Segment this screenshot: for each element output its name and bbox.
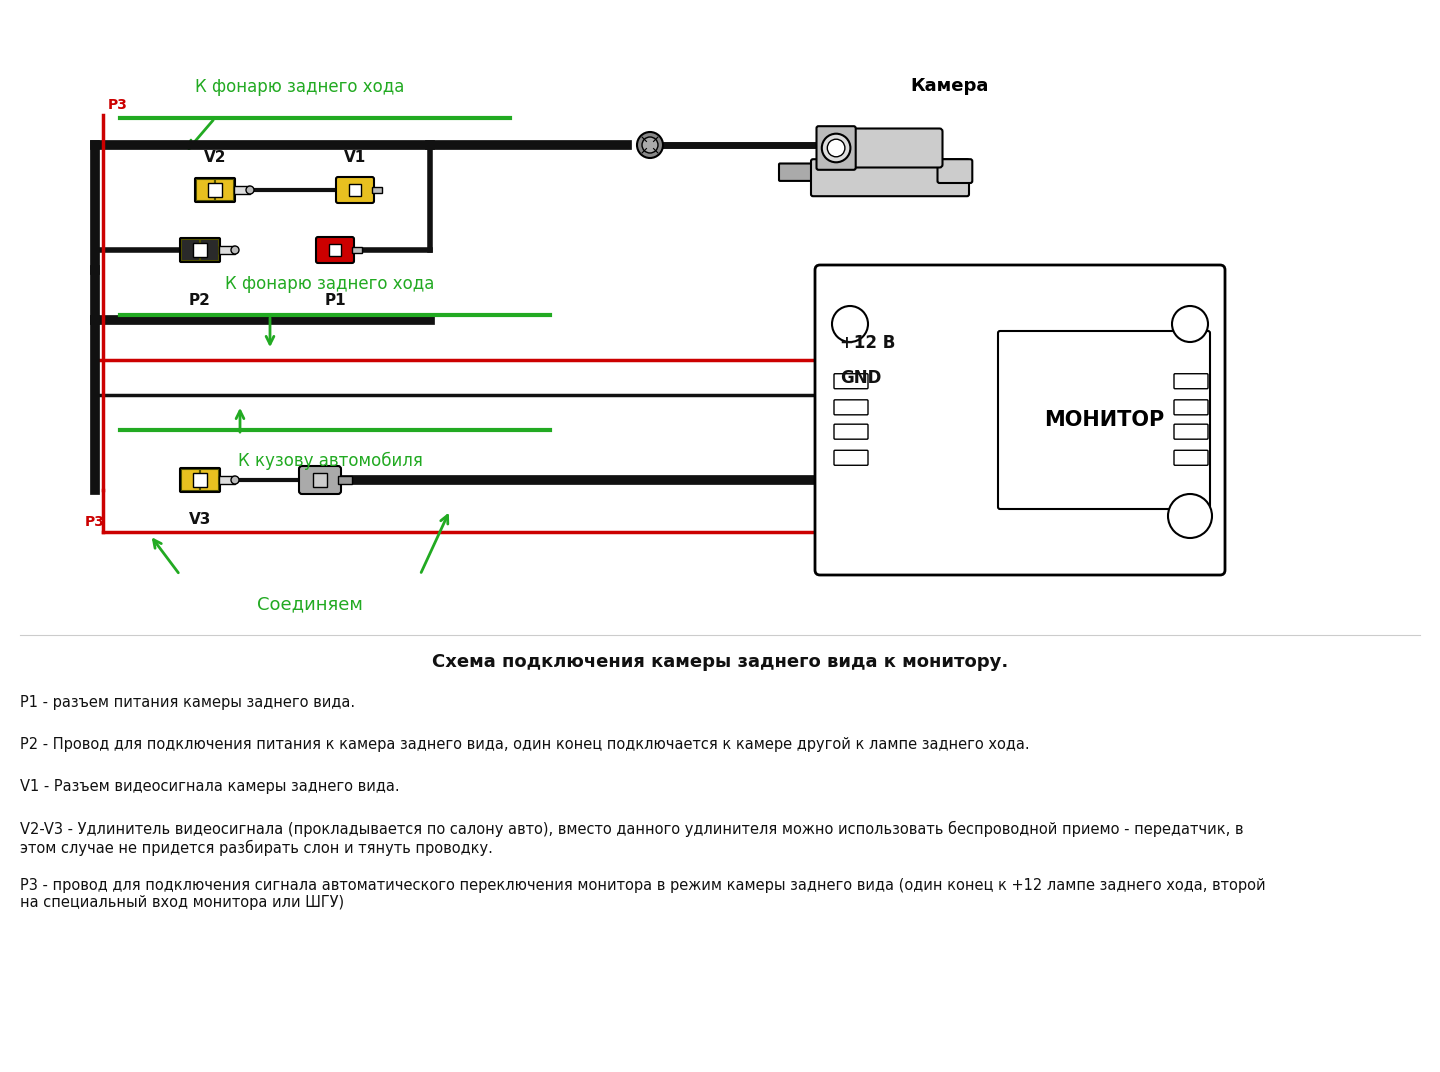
FancyBboxPatch shape — [834, 374, 868, 389]
FancyBboxPatch shape — [181, 470, 200, 491]
FancyBboxPatch shape — [1174, 400, 1208, 415]
FancyBboxPatch shape — [998, 331, 1210, 509]
Text: МОНИТОР: МОНИТОР — [1044, 410, 1164, 430]
Text: P2: P2 — [189, 293, 210, 308]
Text: P3: P3 — [85, 515, 105, 528]
FancyBboxPatch shape — [338, 476, 351, 483]
Circle shape — [636, 132, 662, 158]
FancyBboxPatch shape — [348, 184, 361, 196]
Text: К фонарю заднего хода: К фонарю заднего хода — [196, 78, 405, 96]
FancyBboxPatch shape — [779, 164, 819, 181]
FancyBboxPatch shape — [834, 400, 868, 415]
FancyBboxPatch shape — [200, 239, 219, 260]
Text: +12 В: +12 В — [840, 334, 896, 352]
FancyBboxPatch shape — [193, 243, 207, 257]
Circle shape — [642, 137, 658, 153]
Circle shape — [230, 476, 239, 483]
Text: GND: GND — [840, 369, 881, 387]
FancyBboxPatch shape — [815, 265, 1225, 575]
Circle shape — [822, 134, 851, 162]
FancyBboxPatch shape — [834, 425, 868, 440]
Circle shape — [246, 187, 253, 194]
Text: Р1 - разъем питания камеры заднего вида.: Р1 - разъем питания камеры заднего вида. — [20, 695, 356, 710]
FancyBboxPatch shape — [1174, 425, 1208, 440]
Text: Соединяем: Соединяем — [258, 595, 363, 613]
FancyBboxPatch shape — [834, 450, 868, 465]
FancyBboxPatch shape — [328, 244, 341, 256]
Text: V3: V3 — [189, 512, 212, 527]
Text: К фонарю заднего хода: К фонарю заднего хода — [225, 276, 435, 293]
FancyBboxPatch shape — [181, 239, 200, 260]
Circle shape — [1168, 494, 1212, 538]
Text: Р2 - Провод для подключения питания к камера заднего вида, один конец подключает: Р2 - Провод для подключения питания к ка… — [20, 738, 1030, 751]
FancyBboxPatch shape — [207, 183, 222, 197]
FancyBboxPatch shape — [233, 187, 251, 194]
FancyBboxPatch shape — [336, 177, 374, 203]
FancyBboxPatch shape — [1174, 450, 1208, 465]
FancyBboxPatch shape — [816, 126, 855, 169]
FancyBboxPatch shape — [300, 466, 341, 494]
Text: К кузову автомобиля: К кузову автомобиля — [238, 452, 422, 471]
FancyBboxPatch shape — [219, 476, 235, 483]
FancyBboxPatch shape — [200, 470, 219, 491]
Circle shape — [230, 245, 239, 254]
Circle shape — [828, 139, 845, 157]
Text: Р3 - провод для подключения сигнала автоматического переключения монитора в режи: Р3 - провод для подключения сигнала авто… — [20, 878, 1266, 910]
FancyBboxPatch shape — [193, 473, 207, 487]
FancyBboxPatch shape — [1174, 374, 1208, 389]
Text: P1: P1 — [324, 293, 346, 308]
Text: V2: V2 — [203, 150, 226, 165]
FancyBboxPatch shape — [215, 179, 233, 202]
Text: V1 - Разъем видеосигнала камеры заднего вида.: V1 - Разъем видеосигнала камеры заднего … — [20, 779, 400, 794]
FancyBboxPatch shape — [838, 129, 943, 167]
FancyBboxPatch shape — [351, 247, 361, 253]
Circle shape — [832, 306, 868, 342]
Text: P3: P3 — [108, 98, 128, 111]
FancyBboxPatch shape — [312, 473, 327, 487]
FancyBboxPatch shape — [372, 187, 382, 193]
FancyBboxPatch shape — [937, 160, 972, 183]
FancyBboxPatch shape — [219, 245, 235, 254]
Text: V2-V3 - Удлинитель видеосигнала (прокладывается по салону авто), вместо данного : V2-V3 - Удлинитель видеосигнала (проклад… — [20, 821, 1244, 855]
FancyBboxPatch shape — [811, 160, 969, 196]
Text: V1: V1 — [344, 150, 366, 165]
FancyBboxPatch shape — [315, 237, 354, 263]
FancyBboxPatch shape — [196, 179, 215, 202]
Text: Камера: Камера — [912, 77, 989, 95]
Circle shape — [1172, 306, 1208, 342]
Text: Схема подключения камеры заднего вида к монитору.: Схема подключения камеры заднего вида к … — [432, 653, 1008, 671]
